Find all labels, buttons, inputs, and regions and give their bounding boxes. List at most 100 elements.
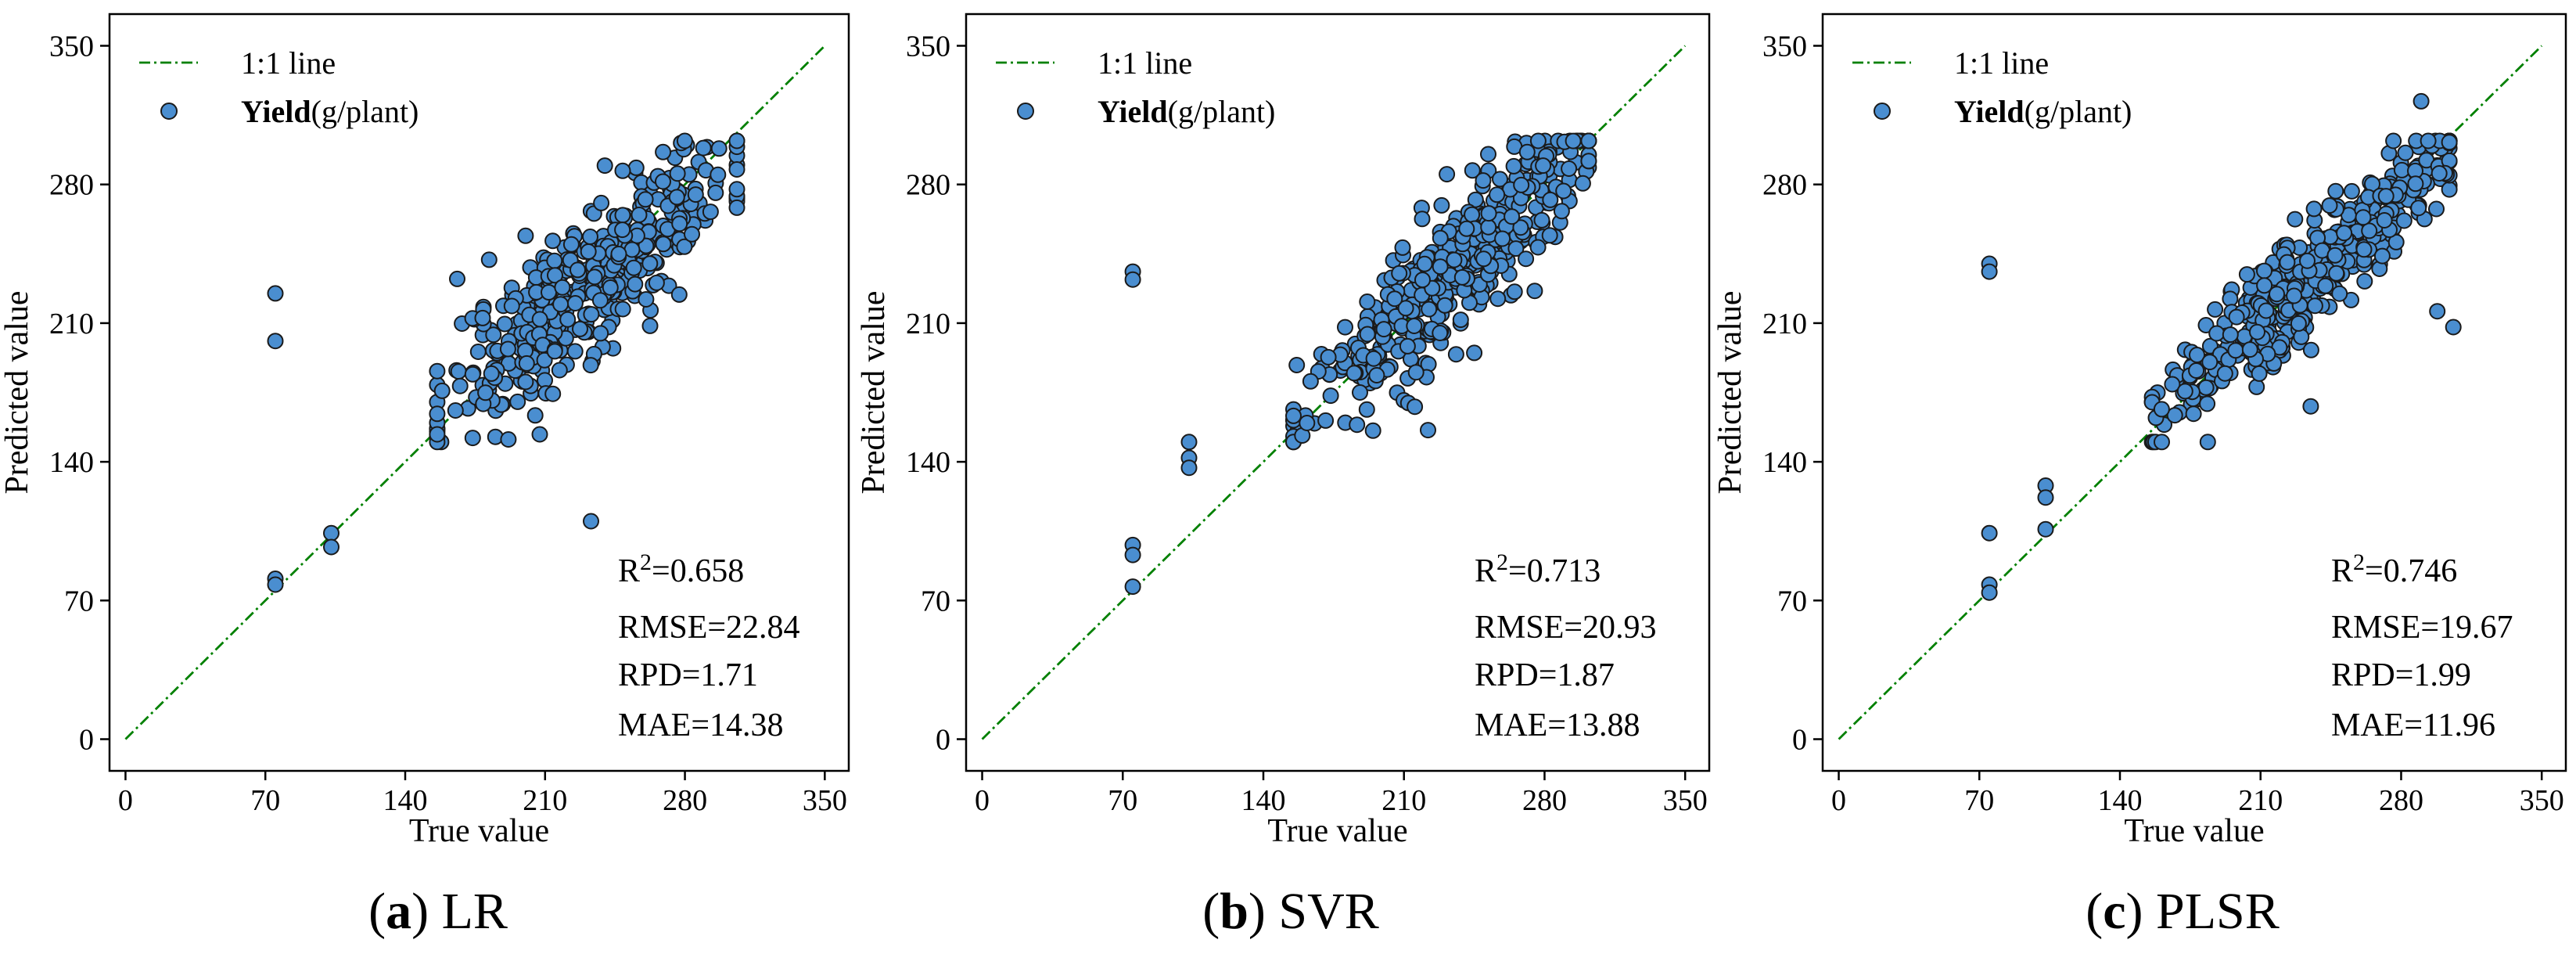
scatter-point xyxy=(499,340,516,358)
scatter-point xyxy=(1492,171,1508,188)
scatter-point xyxy=(2228,308,2245,326)
scatter-point xyxy=(641,255,659,272)
caption-open-paren: ( xyxy=(1202,883,1220,940)
scatter-point xyxy=(1529,239,1547,256)
scatter-point xyxy=(2286,287,2303,304)
scatter-point xyxy=(1406,318,1423,334)
y-axis-title: Predicted value xyxy=(1712,290,1748,494)
scatter-point xyxy=(2216,365,2233,382)
caption-close-paren: ) xyxy=(2126,883,2156,940)
scatter-point xyxy=(1542,191,1559,208)
scatter-point xyxy=(517,227,534,244)
y-axis-title: Predicted value xyxy=(0,290,35,494)
scatter-point xyxy=(655,236,672,253)
scatter-point xyxy=(1507,240,1525,257)
scatter-point xyxy=(586,268,603,286)
scatter-point xyxy=(2331,285,2348,302)
x-axis-title: True value xyxy=(1267,813,1407,849)
panel-caption: (c) PLSR xyxy=(2086,883,2280,940)
scatter-point xyxy=(433,382,451,399)
scatter-point xyxy=(671,215,688,232)
scatter-point xyxy=(614,207,631,224)
scatter-points xyxy=(1981,92,2462,601)
x-tick-label: 70 xyxy=(250,784,280,817)
scatter-point xyxy=(474,309,491,326)
scatter-point xyxy=(1124,546,1141,563)
scatter-point xyxy=(566,343,584,360)
scatter-point xyxy=(1561,160,1578,177)
scatter-point xyxy=(323,538,340,556)
scatter-point xyxy=(2251,365,2268,382)
stat-r2-value: =0.658 xyxy=(652,553,744,589)
y-tick-label: 140 xyxy=(906,446,950,479)
scatter-point xyxy=(2317,277,2334,294)
scatter-point xyxy=(1302,373,1319,390)
scatter-point xyxy=(2258,302,2275,319)
legend-marker-swatch xyxy=(1017,103,1034,120)
scatter-point xyxy=(728,199,745,216)
scatter-point xyxy=(2410,200,2427,217)
scatter-point xyxy=(2327,182,2344,200)
scatter-point xyxy=(1541,227,1558,244)
scatter-point xyxy=(1446,251,1463,268)
scatter-point xyxy=(509,393,526,410)
scatter-point xyxy=(1407,364,1425,381)
scatter-point xyxy=(614,301,631,318)
scatter-point xyxy=(655,143,672,160)
scatter-point xyxy=(496,315,513,333)
scatter-point xyxy=(544,232,562,250)
scatter-point xyxy=(500,431,517,448)
x-tick-label: 210 xyxy=(1381,784,1426,817)
scatter-point xyxy=(2385,132,2402,149)
x-tick-label: 350 xyxy=(1663,784,1708,817)
scatter-point xyxy=(483,365,500,382)
y-tick-label: 70 xyxy=(921,585,950,617)
scatter-point xyxy=(1375,321,1392,338)
scatter-point xyxy=(1399,337,1416,355)
scatter-point xyxy=(1432,258,1449,275)
stat-r2: R2=0.713 xyxy=(1475,549,1601,589)
x-tick-label: 0 xyxy=(1831,784,1846,817)
scatter-point xyxy=(1337,319,1353,336)
scatter-point xyxy=(1345,365,1363,382)
stat-r2-label: R xyxy=(1475,553,1496,589)
x-tick-label: 140 xyxy=(1241,784,1286,817)
stat-mae: MAE=11.96 xyxy=(2331,707,2495,743)
scatter-point xyxy=(582,357,599,374)
scatter-point xyxy=(695,139,712,157)
scatter-point xyxy=(1504,208,1521,225)
scatter-point xyxy=(2248,378,2265,395)
scatter-point xyxy=(2395,212,2413,229)
scatter-point xyxy=(1981,584,1998,601)
scatter-point xyxy=(2290,315,2307,332)
scatter-point xyxy=(2373,247,2391,265)
scatter-point xyxy=(1394,239,1411,256)
scatter-point xyxy=(554,279,571,296)
scatter-point xyxy=(2269,286,2285,303)
scatter-point xyxy=(1420,422,1436,439)
scatter-point xyxy=(1526,283,1543,300)
stat-r2-value: =0.746 xyxy=(2365,553,2457,589)
scatter-point xyxy=(2279,254,2296,271)
scatter-point xyxy=(638,291,655,308)
scatter-point xyxy=(2256,262,2272,279)
scatter-point xyxy=(2355,209,2372,226)
caption-model-name: SVR xyxy=(1278,883,1378,940)
scatter-point xyxy=(464,430,481,447)
scatter-point xyxy=(547,267,563,284)
scatter-point xyxy=(676,238,693,255)
legend-marker-label: Yield(g/plant) xyxy=(1098,94,1275,129)
scatter-point xyxy=(531,426,548,443)
scatter-point xyxy=(1414,211,1431,228)
scatter-point xyxy=(1433,196,1450,214)
caption-open-paren: ( xyxy=(368,883,386,940)
scatter-point xyxy=(2343,182,2360,200)
scatter-point xyxy=(580,243,597,260)
stat-r2-value: =0.713 xyxy=(1508,553,1601,589)
scatter-point xyxy=(1439,166,1456,183)
scatter-point xyxy=(2185,405,2202,423)
scatter-point xyxy=(1359,326,1376,343)
scatter-point xyxy=(2256,277,2273,294)
x-tick-label: 350 xyxy=(2520,784,2564,817)
